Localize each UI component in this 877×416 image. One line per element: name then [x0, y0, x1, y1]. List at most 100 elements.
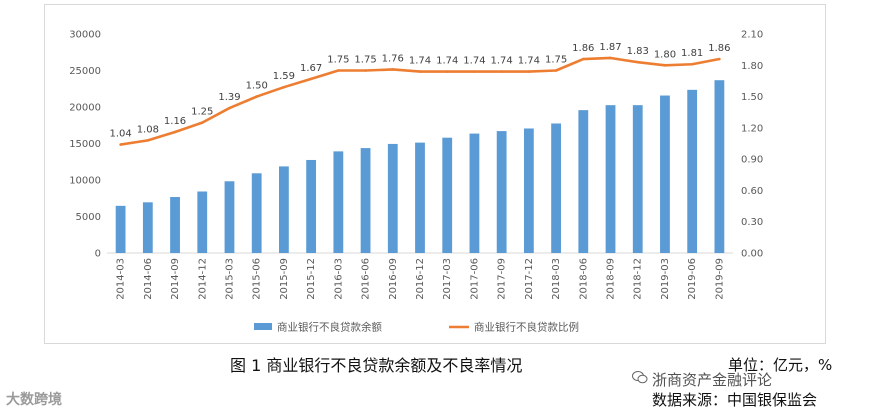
ratio-point: [690, 62, 694, 66]
ratio-point: [309, 77, 313, 81]
bar: [197, 191, 208, 253]
figure-caption: 图 1 商业银行不良贷款余额及不良率情况: [230, 356, 523, 375]
y-left-tick-label: 30000: [69, 30, 101, 41]
ratio-data-label: 1.83: [627, 46, 649, 57]
x-tick-label: 2019-06: [687, 258, 698, 300]
bar: [251, 173, 262, 253]
bar: [115, 205, 126, 253]
x-tick-label: 2017-03: [442, 258, 453, 300]
bar: [360, 148, 371, 253]
y-left-tick-label: 0: [95, 249, 101, 260]
bar: [632, 105, 643, 253]
ratio-data-label: 1.74: [491, 56, 513, 67]
x-tick-label: 2014-03: [116, 258, 127, 300]
ratio-data-label: 1.75: [354, 55, 376, 66]
ratio-data-label: 1.86: [572, 43, 594, 54]
ratio-data-label: 1.76: [382, 53, 404, 64]
ratio-point: [663, 63, 667, 67]
x-tick-label: 2018-09: [606, 258, 617, 300]
y-left-tick-label: 15000: [69, 139, 101, 150]
x-tick-label: 2016-06: [361, 258, 372, 300]
bar: [523, 128, 534, 253]
x-tick-label: 2016-03: [333, 258, 344, 300]
x-tick-label: 2018-06: [578, 258, 589, 300]
watermark-left: 大数跨境: [6, 392, 62, 408]
x-tick-label: 2017-06: [469, 258, 480, 300]
x-tick-label: 2017-12: [524, 258, 535, 300]
ratio-point: [609, 56, 612, 60]
unit-label: 单位：亿元，%: [728, 356, 833, 374]
bar: [442, 137, 453, 253]
bar: [224, 181, 235, 253]
x-tick-label: 2014-06: [143, 258, 154, 300]
ratio-point: [173, 130, 177, 134]
ratio-point: [364, 69, 367, 72]
ratio-point: [228, 106, 231, 110]
y-right-tick-label: 0.30: [741, 217, 763, 228]
x-tick-label: 2017-09: [497, 258, 508, 300]
chart: 0 5000 10000 15000 20000 25000 30000 0.00 0.30 0.…: [69, 30, 763, 334]
y-right-tick-label: 1.50: [741, 92, 763, 103]
ratio-data-label: 1.74: [409, 56, 431, 67]
y-right-tick-label: 0.90: [741, 155, 763, 166]
ratio-point: [200, 121, 204, 124]
y-left-tick-label: 5000: [76, 212, 101, 223]
x-tick-label: 2014-09: [170, 258, 181, 300]
ratio-data-label: 1.67: [300, 63, 322, 74]
x-tick-label: 2015-03: [224, 258, 235, 300]
x-tick-label: 2014-12: [197, 258, 208, 300]
source-label: 数据来源：中国银保监会: [652, 391, 818, 409]
wechat-icon: [632, 371, 648, 384]
ratio-data-label: 1.39: [218, 92, 240, 103]
y-left-tick-label: 20000: [69, 103, 101, 114]
y-right-tick-label: 2.10: [741, 30, 763, 41]
ratio-point: [146, 139, 150, 142]
bar: [687, 89, 698, 253]
x-tick-label: 2016-09: [388, 258, 399, 300]
ratio-data-label: 1.74: [463, 56, 485, 67]
ratio-data-label: 1.59: [273, 71, 295, 82]
ratio-point: [582, 57, 585, 61]
y-left-tick-label: 10000: [69, 176, 101, 187]
x-tick-label: 2018-03: [551, 258, 562, 300]
x-tick-label: 2016-12: [415, 258, 426, 300]
ratio-point: [445, 70, 449, 73]
ratio-point: [418, 70, 422, 73]
ratio-data-label: 1.75: [545, 55, 567, 66]
ratio-data-label: 1.16: [164, 116, 186, 127]
bar: [387, 143, 398, 253]
bar: [714, 80, 725, 253]
legend-bar-swatch: [254, 323, 272, 330]
ratio-point: [554, 69, 558, 72]
bar: [578, 110, 589, 253]
y-right-tick-label: 0.00: [741, 249, 763, 260]
ratio-point: [119, 143, 122, 146]
y-right-tick-label: 1.20: [741, 123, 763, 134]
watermark-right: 浙商资产金融评论: [652, 371, 773, 389]
x-tick-label: 2019-03: [660, 258, 671, 300]
ratio-data-label: 1.86: [708, 43, 730, 54]
ratio-data-label: 1.74: [518, 56, 540, 67]
bar: [605, 105, 616, 253]
x-tick-label: 2015-12: [306, 258, 317, 300]
ratio-data-label: 1.25: [191, 107, 213, 118]
ratio-data-label: 1.74: [436, 56, 458, 67]
bar: [306, 159, 317, 253]
bar: [551, 123, 561, 253]
bar: [496, 131, 507, 253]
legend-line-label: 商业银行不良贷款比例: [474, 321, 579, 334]
bar: [415, 142, 425, 253]
ratio-data-label: 1.81: [681, 48, 703, 59]
ratio-data-label: 1.87: [599, 42, 621, 53]
bar: [333, 151, 344, 253]
ratio-point: [718, 57, 721, 61]
bar: [469, 133, 480, 253]
legend-bar-label: 商业银行不良贷款余额: [277, 321, 382, 334]
y-right-tick-label: 1.80: [741, 61, 763, 72]
bar: [142, 202, 153, 253]
x-tick-label: 2019-09: [714, 258, 725, 300]
ratio-point: [282, 85, 286, 89]
ratio-point: [636, 60, 640, 64]
ratio-data-label: 1.08: [137, 124, 159, 135]
ratio-point: [527, 70, 531, 73]
